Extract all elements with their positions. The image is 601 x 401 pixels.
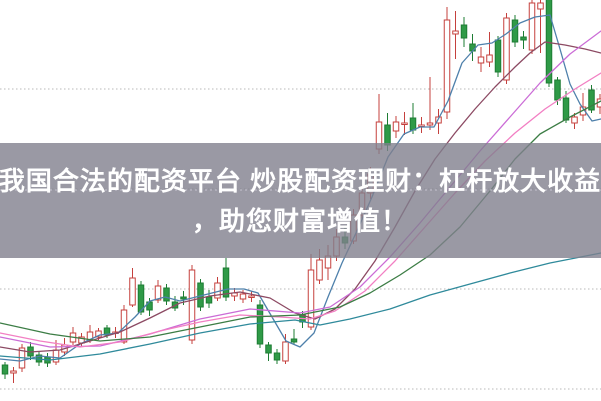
promo-text-line1: 我国合法的配资平台 炒股配资理财：杠杆放大收益 xyxy=(0,166,601,196)
promo-banner xyxy=(0,143,601,258)
promo-text-line2: ，助您财富增值！ xyxy=(192,206,408,236)
